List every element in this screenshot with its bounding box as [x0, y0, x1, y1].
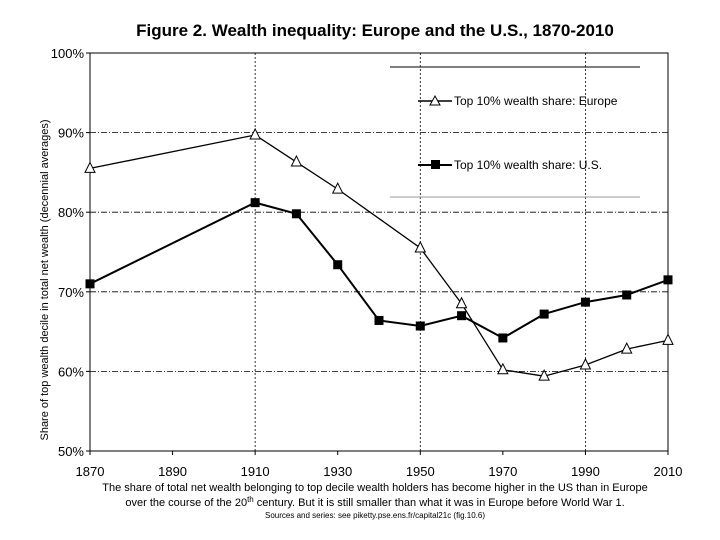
data-point-us-1940	[374, 315, 384, 325]
data-point-europe-1960	[455, 296, 468, 309]
x-tick-label: 2010	[654, 464, 683, 479]
gridlines	[90, 53, 668, 451]
y-axis-label: Share of top wealth decile in total net …	[39, 119, 51, 440]
y-tick-label: 50%	[58, 444, 84, 459]
data-point-us-1960	[457, 311, 467, 321]
x-tick-label: 1890	[158, 464, 187, 479]
y-tick-label: 90%	[58, 126, 84, 141]
caption-line-1: The share of total net wealth belonging …	[102, 482, 647, 494]
data-point-europe-1970	[497, 362, 509, 375]
legend-us-label: Top 10% wealth share: U.S.	[454, 158, 602, 172]
legend-europe-marker	[429, 94, 441, 106]
series-us	[85, 198, 673, 343]
data-point-europe-2010	[662, 333, 674, 345]
y-tick-label: 80%	[58, 205, 84, 220]
caption-line-2-end: century. But it is still smaller than wh…	[254, 497, 625, 509]
series-us-line	[89, 201, 669, 340]
caption-line-2-start: over the course of the 20	[125, 497, 247, 509]
plot-frame	[89, 52, 669, 452]
caption-line-2: over the course of the 20th century. But…	[125, 495, 624, 509]
x-tick-label: 1910	[241, 464, 270, 479]
data-point-us-1910	[250, 198, 260, 208]
x-tick-label: 1990	[571, 464, 600, 479]
data-point-us-1980	[539, 309, 549, 319]
caption-superscript: th	[247, 495, 254, 504]
data-point-europe-1950	[414, 240, 427, 253]
data-point-europe-2000	[620, 341, 633, 354]
y-tick-label: 70%	[58, 285, 84, 300]
x-tick-label: 1950	[406, 464, 435, 479]
data-point-us-1870	[85, 279, 95, 289]
x-axis-ticks: 1870 1890 1910 1930 1950 1970 1990 2010	[76, 451, 683, 479]
legend-europe-label: Top 10% wealth share: Europe	[454, 94, 618, 108]
x-tick-label: 1970	[488, 464, 517, 479]
data-point-us-1920	[291, 209, 301, 219]
source-note: Sources and series: see piketty.pse.ens.…	[265, 511, 485, 520]
legend: Top 10% wealth share: Europe Top 10% wea…	[390, 66, 640, 198]
data-point-us-1930	[333, 260, 343, 270]
data-point-europe-1930	[331, 181, 344, 194]
data-point-europe-1910	[249, 127, 261, 140]
data-point-us-1970	[498, 333, 508, 343]
data-point-us-2000	[622, 290, 632, 300]
data-point-europe-1990	[579, 357, 592, 370]
x-tick-label: 1930	[323, 464, 352, 479]
data-point-us-1950	[415, 321, 425, 331]
y-tick-label: 60%	[58, 364, 84, 379]
data-point-us-2010	[663, 275, 673, 285]
y-axis-ticks: 50% 60% 70% 80% 90% 100%	[51, 46, 90, 459]
series-europe	[84, 127, 674, 381]
data-point-europe-1980	[538, 369, 550, 381]
data-point-europe-1920	[290, 154, 303, 167]
y-tick-label: 100%	[51, 46, 85, 61]
data-point-us-1990	[580, 297, 590, 307]
legend-us-marker	[431, 160, 440, 169]
x-tick-label: 1870	[76, 464, 105, 479]
chart-title: Figure 2. Wealth inequality: Europe and …	[136, 21, 614, 40]
data-point-europe-1870	[84, 161, 96, 173]
